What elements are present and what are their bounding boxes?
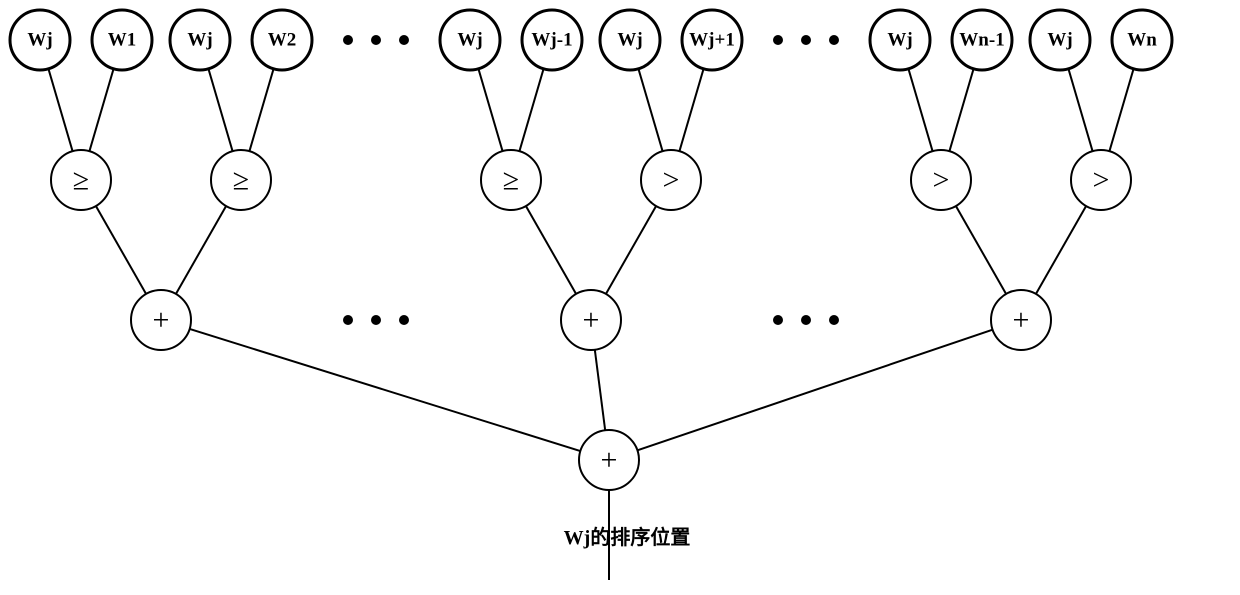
edge-plus-root-2 xyxy=(637,330,992,451)
leaf-0-right-label: W1 xyxy=(108,30,137,51)
cmp-3: > xyxy=(641,150,701,210)
edge-cmp-plus-5 xyxy=(1036,206,1086,294)
ellipsis-3-dot xyxy=(773,315,783,325)
root: + xyxy=(579,430,639,490)
edge-leaf-cmp-3-0 xyxy=(638,69,662,151)
edge-cmp-plus-0 xyxy=(96,206,146,294)
leaf-4-left-label: Wj xyxy=(887,30,912,51)
leaf-1-right-label: W2 xyxy=(268,30,297,51)
leaf-0-left-label: Wj xyxy=(27,30,52,51)
ellipsis-2-dot xyxy=(399,315,409,325)
edge-leaf-cmp-1-1 xyxy=(249,69,273,151)
ellipsis-2 xyxy=(343,315,409,325)
caption: Wj的排序位置 xyxy=(564,525,691,549)
edge-cmp-plus-2 xyxy=(526,206,576,294)
leaf-2-right: Wj-1 xyxy=(522,10,582,70)
cmp-2-label: ≥ xyxy=(503,164,519,197)
leaf-2-left-label: Wj xyxy=(457,30,482,51)
leaf-4-right-label: Wn-1 xyxy=(959,30,1004,51)
leaf-3-right-label: Wj+1 xyxy=(689,30,735,51)
root-label: + xyxy=(601,444,618,477)
leaf-3-right: Wj+1 xyxy=(682,10,742,70)
edge-leaf-cmp-5-0 xyxy=(1068,69,1092,151)
ellipsis-1-dot xyxy=(801,35,811,45)
edge-plus-root-0 xyxy=(190,329,581,451)
ellipsis-1 xyxy=(773,35,839,45)
edge-leaf-cmp-4-1 xyxy=(949,69,973,151)
plus-1-label: + xyxy=(583,304,600,337)
ellipsis-3 xyxy=(773,315,839,325)
plus-0-label: + xyxy=(153,304,170,337)
edge-leaf-cmp-0-0 xyxy=(48,69,72,151)
leaf-4-left: Wj xyxy=(870,10,930,70)
edge-cmp-plus-1 xyxy=(176,206,226,294)
leaf-5-left: Wj xyxy=(1030,10,1090,70)
plus-2-label: + xyxy=(1013,304,1030,337)
edge-leaf-cmp-5-1 xyxy=(1109,69,1133,151)
cmp-0-label: ≥ xyxy=(73,164,89,197)
ellipsis-3-dot xyxy=(801,315,811,325)
edge-leaf-cmp-0-1 xyxy=(89,69,113,151)
leaf-1-left-label: Wj xyxy=(187,30,212,51)
cmp-1: ≥ xyxy=(211,150,271,210)
edge-leaf-cmp-4-0 xyxy=(908,69,932,151)
leaf-4-right: Wn-1 xyxy=(952,10,1012,70)
cmp-4-label: > xyxy=(933,164,950,197)
edge-cmp-plus-3 xyxy=(606,206,656,294)
cmp-2: ≥ xyxy=(481,150,541,210)
cmp-5-label: > xyxy=(1093,164,1110,197)
leaf-0-left: Wj xyxy=(10,10,70,70)
edge-leaf-cmp-3-1 xyxy=(679,69,703,151)
leaf-5-right: Wn xyxy=(1112,10,1172,70)
ellipsis-3-dot xyxy=(829,315,839,325)
leaf-0-right: W1 xyxy=(92,10,152,70)
cmp-5: > xyxy=(1071,150,1131,210)
ellipsis-1-dot xyxy=(773,35,783,45)
leaf-1-right: W2 xyxy=(252,10,312,70)
leaf-3-left-label: Wj xyxy=(617,30,642,51)
leaf-2-right-label: Wj-1 xyxy=(531,30,572,51)
leaf-3-left: Wj xyxy=(600,10,660,70)
leaf-1-left: Wj xyxy=(170,10,230,70)
ellipsis-2-dot xyxy=(343,315,353,325)
ellipsis-0 xyxy=(343,35,409,45)
leaf-5-right-label: Wn xyxy=(1127,30,1157,51)
cmp-1-label: ≥ xyxy=(233,164,249,197)
edge-cmp-plus-4 xyxy=(956,206,1006,294)
ellipsis-0-dot xyxy=(399,35,409,45)
cmp-4: > xyxy=(911,150,971,210)
edge-leaf-cmp-2-0 xyxy=(478,69,502,151)
edge-leaf-cmp-2-1 xyxy=(519,69,543,151)
diagram-canvas: Wj W1 Wj W2 Wj Wj-1 Wj Wj+1 Wj Wn-1 Wj Wn ≥ ≥ ≥ > > > + + + +… xyxy=(0,0,1240,595)
plus-2: + xyxy=(991,290,1051,350)
ellipsis-0-dot xyxy=(371,35,381,45)
edge-leaf-cmp-1-0 xyxy=(208,69,232,151)
ellipsis-1-dot xyxy=(829,35,839,45)
ellipsis-0-dot xyxy=(343,35,353,45)
plus-1: + xyxy=(561,290,621,350)
plus-0: + xyxy=(131,290,191,350)
leaf-2-left: Wj xyxy=(440,10,500,70)
cmp-0: ≥ xyxy=(51,150,111,210)
ellipsis-2-dot xyxy=(371,315,381,325)
edge-plus-root-1 xyxy=(595,350,605,430)
cmp-3-label: > xyxy=(663,164,680,197)
leaf-5-left-label: Wj xyxy=(1047,30,1072,51)
